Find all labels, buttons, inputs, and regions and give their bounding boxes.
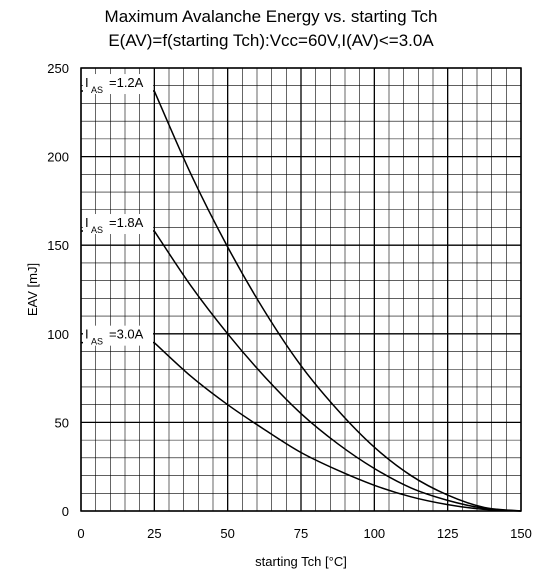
x-axis-label: starting Tch [°C] xyxy=(255,554,347,569)
x-tick-label: 100 xyxy=(363,526,385,541)
y-tick-label: 100 xyxy=(47,327,69,342)
x-tick-label: 150 xyxy=(510,526,532,541)
series-label: I AS =1.2A xyxy=(83,74,153,95)
y-axis-label: EAV [mJ] xyxy=(25,263,40,316)
x-tick-label: 25 xyxy=(147,526,161,541)
plot-frame xyxy=(80,67,522,512)
series-label-subscript: AS xyxy=(91,225,103,235)
series-line xyxy=(81,230,522,512)
series-label-subscript: AS xyxy=(91,337,103,347)
series-label-background xyxy=(83,325,153,346)
series-label-symbol: I xyxy=(85,215,89,230)
x-tick-label: 75 xyxy=(294,526,308,541)
series-label-value: =1.2A xyxy=(109,75,144,90)
series-lines xyxy=(81,90,522,512)
y-tick-label: 50 xyxy=(55,415,69,430)
series-label: I AS =3.0A xyxy=(83,325,153,347)
series-label-subscript: AS xyxy=(91,85,103,95)
chart-title: Maximum Avalanche Energy vs. starting Tc… xyxy=(104,7,438,26)
chart-subtitle: E(AV)=f(starting Tch):Vcc=60V,I(AV)<=3.0… xyxy=(108,31,434,50)
series-line xyxy=(81,341,522,512)
y-axis-ticks: 0 50 100 150 200 250 xyxy=(47,61,69,519)
x-tick-label: 0 xyxy=(77,526,84,541)
y-tick-label: 250 xyxy=(47,61,69,76)
x-tick-label: 50 xyxy=(220,526,234,541)
series-label-background xyxy=(83,74,153,95)
y-tick-label: 200 xyxy=(47,150,69,165)
x-tick-label: 125 xyxy=(437,526,459,541)
series-label-value: =3.0A xyxy=(109,327,144,342)
series-line xyxy=(81,90,522,512)
series-label: I AS =1.8A xyxy=(83,214,153,235)
x-axis-ticks: 0 25 50 75 100 125 150 xyxy=(77,526,531,541)
series-label-symbol: I xyxy=(85,75,89,90)
series-label-background xyxy=(83,214,153,235)
y-tick-label: 150 xyxy=(47,238,69,253)
y-tick-label: 0 xyxy=(62,504,69,519)
series-label-symbol: I xyxy=(85,327,89,342)
series-label-value: =1.8A xyxy=(109,215,144,230)
major-grid xyxy=(80,67,522,512)
series-labels: I AS =1.2AI AS =1.8AI AS =3.0A xyxy=(83,74,153,347)
